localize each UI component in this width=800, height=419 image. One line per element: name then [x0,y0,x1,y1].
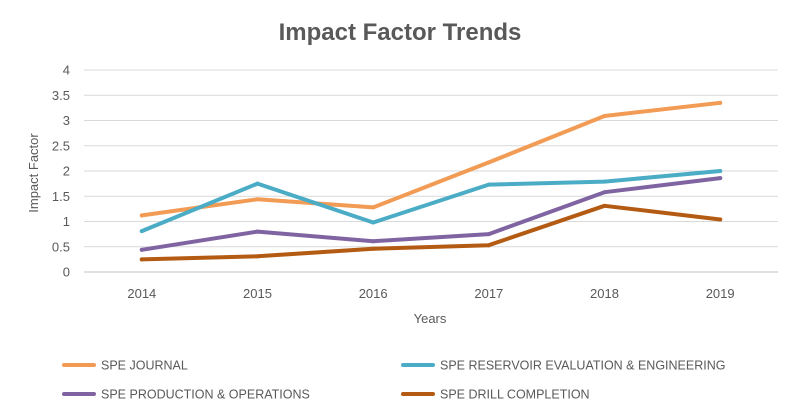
x-axis-ticks: 2014 2015 2016 2017 2018 2019 [127,286,734,301]
y-axis-ticks: 0 0.5 1 1.5 2 2.5 3 3.5 4 [52,63,70,280]
series-line-spe-production-operations [139,176,723,252]
x-tick-label: 2017 [474,286,503,301]
series-lines [139,100,723,262]
legend: SPE JOURNAL SPE RESERVOIR EVALUATION & EN… [62,359,726,402]
data-point [139,213,144,218]
gridlines [84,69,778,273]
data-point [255,197,260,202]
y-tick-label: 2 [63,164,70,179]
series-line-spe-reservoir-evaluation-engineering [139,169,723,234]
y-tick-label: 2.5 [52,138,70,153]
data-point [139,229,144,234]
legend-item-spe-journal: SPE JOURNAL [62,359,188,373]
data-point [255,229,260,234]
data-point [486,232,491,237]
legend-label: SPE DRILL COMPLETION [440,388,590,402]
data-point [486,243,491,248]
legend-item-spe-production-operations: SPE PRODUCTION & OPERATIONS [62,388,310,402]
legend-item-spe-reservoir-evaluation-engineering: SPE RESERVOIR EVALUATION & ENGINEERING [401,359,726,373]
data-point [255,181,260,186]
data-point [602,113,607,118]
data-point [371,205,376,210]
data-point [486,182,491,187]
data-point [371,239,376,244]
data-point [602,190,607,195]
legend-item-spe-drill-completion: SPE DRILL COMPLETION [401,388,590,402]
data-point [371,220,376,225]
data-point [718,176,723,181]
y-tick-label: 0 [63,265,70,280]
data-point [371,246,376,251]
data-point [718,100,723,105]
data-point [718,169,723,173]
legend-label: SPE PRODUCTION & OPERATIONS [101,388,310,402]
x-tick-label: 2018 [590,286,619,301]
y-tick-label: 3.5 [52,88,70,103]
legend-label: SPE JOURNAL [101,359,188,373]
y-tick-label: 0.5 [52,239,70,254]
data-point [602,179,607,184]
data-point [255,254,260,259]
x-tick-label: 2019 [706,286,735,301]
data-point [139,247,144,252]
legend-label: SPE RESERVOIR EVALUATION & ENGINEERING [440,359,726,373]
data-point [602,203,607,208]
y-tick-label: 1.5 [52,189,70,204]
series-line-spe-journal [139,100,723,218]
series-line-spe-drill-completion [139,203,723,262]
x-tick-label: 2014 [127,286,156,301]
y-tick-label: 3 [63,113,70,128]
x-tick-label: 2015 [243,286,272,301]
data-point [718,217,723,222]
x-tick-label: 2016 [359,286,388,301]
y-tick-label: 1 [63,214,70,229]
y-axis-label: Impact Factor [26,133,41,213]
y-tick-label: 4 [63,63,70,78]
chart-title: Impact Factor Trends [279,19,522,46]
x-axis-label: Years [414,311,447,326]
data-point [139,257,144,262]
data-point [486,160,491,165]
